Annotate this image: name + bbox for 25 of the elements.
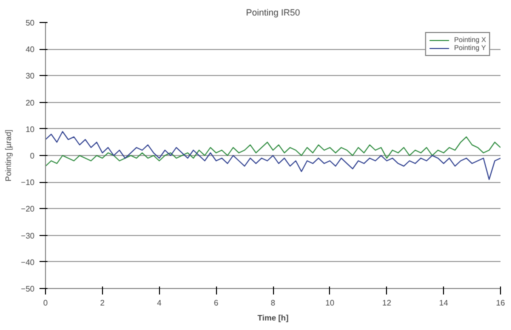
x-tick-label: 12 [382, 298, 392, 308]
y-tick-label: 40 [26, 45, 36, 54]
chart-title: Pointing IR50 [246, 8, 300, 18]
x-axis-title: Time [h] [258, 314, 289, 322]
y-tick-label: 10 [26, 124, 36, 134]
y-tick-label: −30 [20, 231, 36, 240]
x-tick-label: 14 [439, 298, 449, 308]
x-tick-label: 8 [270, 298, 276, 308]
x-tick-label: 2 [100, 298, 106, 308]
y-tick-label: −50 [20, 284, 36, 294]
y-tick-label: 0 [30, 152, 36, 160]
y-tick-label: 50 [26, 18, 36, 28]
y-axis-title: Pointing [µrad] [4, 130, 13, 182]
y-tick-label: −10 [20, 178, 36, 188]
x-tick-label: 4 [157, 298, 162, 308]
y-tick-label: 20 [26, 98, 36, 108]
y-tick-label: 30 [26, 72, 36, 81]
x-tick-label: 6 [214, 298, 219, 308]
line-series [46, 136, 500, 167]
x-tick-label: 0 [43, 298, 48, 308]
y-tick-label: −40 [20, 258, 36, 267]
x-tick-label: 10 [325, 298, 335, 308]
line-series [46, 131, 500, 180]
x-tick-label: 16 [496, 298, 506, 308]
y-tick-label: −20 [20, 204, 36, 214]
